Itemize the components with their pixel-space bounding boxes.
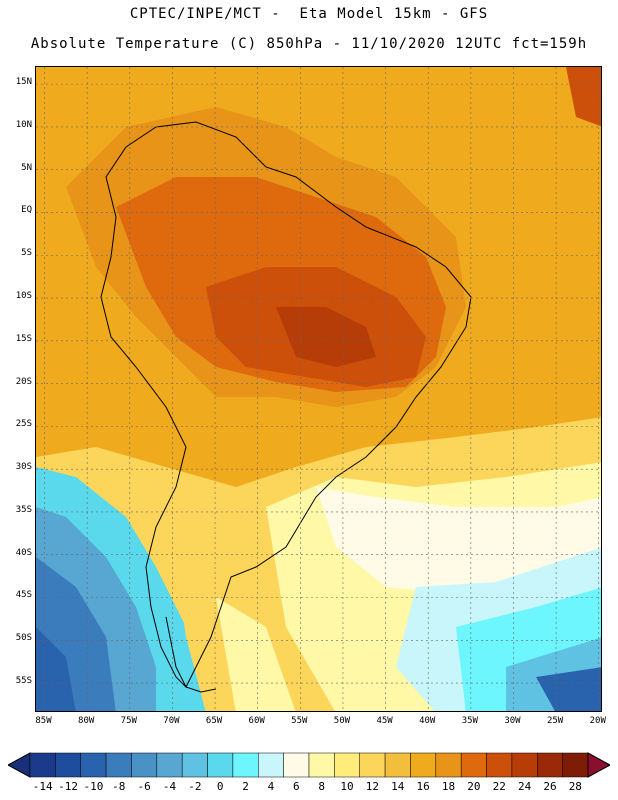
colorbar-swatch	[232, 752, 259, 778]
colorbar-label: -4	[162, 780, 177, 793]
colorbar-swatch	[511, 752, 538, 778]
colorbar-swatch	[537, 752, 563, 778]
colorbar-swatch	[80, 752, 107, 778]
colorbar-swatch	[207, 752, 234, 778]
longitude-label: 40W	[419, 716, 436, 726]
colorbar-swatch	[131, 752, 158, 778]
longitude-label: 35W	[461, 716, 478, 726]
temperature-shading	[36, 67, 601, 711]
latitude-label: 20S	[15, 376, 32, 387]
longitude-label: 75W	[120, 716, 137, 726]
longitude-label: 65W	[205, 716, 223, 726]
latitude-label: 15N	[15, 77, 32, 88]
longitude-label: 30W	[504, 716, 521, 726]
longitude-label: 85W	[35, 716, 52, 726]
map-canvas	[36, 67, 601, 711]
colorbar-swatch	[181, 752, 208, 778]
colorbar-min-arrow	[8, 752, 31, 778]
longitude-label: 80W	[78, 716, 95, 726]
longitude-label: 70W	[163, 716, 180, 726]
colorbar-swatch	[308, 752, 335, 778]
longitude-label: 45W	[376, 716, 393, 726]
latitude-label: EQ	[21, 205, 32, 216]
latitude-label: 15S	[15, 333, 32, 344]
colorbar-label: 28	[568, 780, 582, 793]
longitude-label: 50W	[333, 716, 351, 726]
colorbar-label: -14	[32, 780, 53, 793]
colorbar-swatch	[384, 752, 411, 778]
colorbar-label: 20	[467, 780, 481, 793]
colorbar-label: 26	[543, 780, 557, 793]
latitude-label: 25S	[15, 419, 32, 430]
longitude-label: 60W	[248, 716, 265, 726]
colorbar-label: -2	[188, 780, 202, 793]
colorbar-swatch	[410, 752, 437, 778]
colorbar-swatch	[460, 752, 487, 778]
latitude-label: 35S	[15, 504, 32, 515]
colorbar-label: -8	[112, 780, 126, 793]
map-title: CPTEC/INPE/MCT - Eta Model 15km - GFS	[129, 6, 489, 22]
colorbar-label: 6	[293, 780, 300, 793]
colorbar-swatch	[486, 752, 513, 778]
colorbar-label: 14	[391, 780, 405, 793]
colorbar-label: 22	[492, 780, 506, 793]
colorbar-swatch	[55, 752, 81, 778]
colorbar-label: 4	[267, 780, 275, 793]
colorbar-label: 16	[416, 780, 430, 793]
colorbar-label: 10	[340, 780, 354, 793]
latitude-label: 55S	[15, 676, 32, 687]
longitude-label: 55W	[291, 716, 308, 726]
colorbar-label: 12	[365, 780, 380, 793]
colorbar-swatch	[283, 752, 310, 778]
latitude-label: 10S	[15, 291, 32, 302]
latitude-label: 45S	[15, 590, 32, 601]
colorbar-label: 0	[216, 780, 224, 793]
colorbar-label: -10	[83, 780, 104, 793]
colorbar-label: -6	[137, 780, 151, 793]
colorbar-label: -12	[58, 780, 78, 793]
latitude-label: 50S	[15, 633, 32, 644]
longitude-label: 20W	[589, 716, 606, 726]
coastline	[100, 121, 472, 693]
colorbar-label: 18	[441, 780, 456, 793]
colorbar-swatch	[29, 752, 56, 778]
colorbar-swatch	[359, 752, 386, 778]
temperature-colorbar	[8, 752, 610, 778]
colorbar-swatch	[258, 752, 284, 778]
map-subtitle: Absolute Temperature (C) 850hPa - 11/10/…	[30, 36, 588, 52]
latitude-label: 40S	[15, 547, 32, 558]
colorbar-swatch	[156, 752, 183, 778]
temperature-map	[35, 66, 602, 712]
colorbar-swatch	[334, 752, 360, 778]
colorbar-max-arrow	[587, 752, 610, 778]
colorbar-label: 24	[517, 780, 532, 793]
colorbar-label: 2	[242, 780, 249, 793]
longitude-label: 25W	[546, 716, 564, 726]
colorbar-swatch	[562, 752, 589, 778]
latitude-label: 5S	[21, 248, 32, 259]
colorbar-swatch	[435, 752, 462, 778]
colorbar-swatch	[105, 752, 132, 778]
latitude-label: 5N	[21, 162, 32, 173]
colorbar-label: 8	[318, 780, 325, 793]
latitude-label: 30S	[15, 462, 32, 473]
latitude-label: 10N	[15, 119, 32, 130]
